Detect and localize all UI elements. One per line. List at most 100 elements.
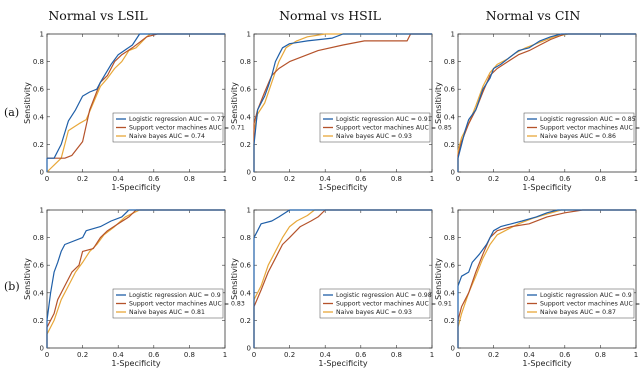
- x-tick-label: 0.4: [113, 351, 125, 359]
- roc-panel-6: 0 0.2 0.4 0.6 0.8 1 0 0.2 0.4 0.6 0.8 1 1-Specificit…: [434, 207, 640, 369]
- roc-line-lr: [253, 209, 432, 348]
- y-tick-label: 0.6: [33, 86, 45, 94]
- legend-entry-lr: Logistic regression AUC = 0.85: [540, 116, 636, 123]
- roc-line-nb: [457, 209, 636, 348]
- roc-panels: 0 0.2 0.4 0.6 0.8 1 0 0.2 0.4 0.6 0.8 1 1-Specificit…: [23, 31, 640, 369]
- y-tick-label: 0.8: [240, 58, 251, 66]
- y-tick-label: 0.6: [240, 262, 252, 270]
- legend: Logistic regression AUC = 0.91 Support ve…: [319, 112, 452, 143]
- legend-entry-nb: Naive bayes AUC = 0.87: [540, 309, 616, 316]
- axes-box: [46, 209, 226, 349]
- column-title-cin: Normal vs CIN: [486, 8, 581, 23]
- x-tick-label: 0.2: [77, 351, 88, 359]
- x-axis-label: 1-Specificity: [318, 183, 367, 192]
- legend-entry-nb: Naive bayes AUC = 0.81: [129, 309, 205, 316]
- y-tick-label: 0.4: [444, 113, 456, 121]
- y-tick-label: 0.8: [444, 58, 455, 66]
- y-tick-label: 0.6: [33, 262, 45, 270]
- roc-line-svm: [253, 209, 432, 348]
- column-title-hsil: Normal vs HSIL: [279, 8, 381, 23]
- y-tick-label: 0.8: [33, 58, 44, 66]
- y-axis-label: Sensitivity: [434, 82, 443, 124]
- x-tick-label: 0: [45, 351, 49, 359]
- axes-box: [46, 33, 226, 173]
- x-tick-label: 0.4: [524, 351, 536, 359]
- x-tick-label: 0: [456, 351, 460, 359]
- x-tick-label: 0.8: [391, 175, 402, 183]
- y-tick-label: 0.8: [444, 234, 455, 242]
- x-tick-label: 0: [456, 175, 460, 183]
- axes-box: [457, 33, 637, 173]
- legend-box: [523, 288, 635, 319]
- legend-box: [112, 112, 224, 143]
- x-tick-label: 0.2: [284, 351, 295, 359]
- x-axis-label: 1-Specificity: [522, 359, 571, 368]
- legend-entry-svm: Support vector machines AUC = 0.85: [540, 125, 640, 132]
- x-tick-label: 0.2: [77, 175, 88, 183]
- x-tick-label: 0.4: [320, 351, 332, 359]
- x-tick-label: 0: [45, 175, 49, 183]
- y-tick-label: 0.6: [444, 86, 456, 94]
- x-tick-label: 0: [252, 175, 256, 183]
- y-tick-label: 0: [451, 345, 455, 353]
- y-tick-label: 1: [451, 31, 455, 39]
- roc-line-lr: [46, 33, 225, 172]
- y-tick-label: 0.2: [240, 141, 251, 149]
- x-tick-label: 0.8: [184, 351, 195, 359]
- x-tick-label: 0.6: [148, 175, 160, 183]
- x-tick-label: 0.6: [559, 351, 571, 359]
- legend-entry-svm: Support vector machines AUC = 0.71: [129, 125, 245, 132]
- y-tick-label: 1: [247, 31, 251, 39]
- roc-line-nb: [46, 209, 225, 348]
- legend-entry-svm: Support vector machines AUC = 0.87: [540, 301, 640, 308]
- x-tick-label: 0.8: [391, 351, 402, 359]
- roc-line-lr: [457, 209, 636, 348]
- x-tick-label: 0.8: [595, 175, 606, 183]
- y-tick-label: 0: [40, 169, 44, 177]
- y-tick-label: 0.2: [33, 141, 44, 149]
- legend-entry-nb: Naive bayes AUC = 0.86: [540, 133, 616, 140]
- x-tick-label: 1: [430, 351, 434, 359]
- x-tick-label: 1: [430, 175, 434, 183]
- y-tick-label: 0.8: [33, 234, 44, 242]
- roc-line-nb: [253, 209, 432, 348]
- y-tick-label: 0.4: [444, 289, 456, 297]
- legend: Logistic regression AUC = 0.77 Support ve…: [112, 112, 245, 143]
- y-axis-label: Sensitivity: [23, 82, 32, 124]
- legend: Logistic regression AUC = 0.85 Support ve…: [523, 112, 640, 143]
- y-tick-label: 0.6: [444, 262, 456, 270]
- y-tick-label: 1: [40, 31, 44, 39]
- x-tick-label: 0.2: [284, 175, 295, 183]
- roc-line-lr: [46, 209, 225, 348]
- roc-panel-4: 0 0.2 0.4 0.6 0.8 1 0 0.2 0.4 0.6 0.8 1 1-Specificit…: [23, 207, 245, 369]
- roc-line-svm: [47, 33, 225, 159]
- y-tick-label: 0: [247, 345, 251, 353]
- axes-box: [253, 209, 433, 349]
- row-label-b: (b): [4, 280, 20, 293]
- legend-entry-svm: Support vector machines AUC = 0.91: [336, 301, 452, 308]
- y-tick-label: 0.2: [240, 317, 251, 325]
- x-tick-label: 0.6: [559, 175, 571, 183]
- y-tick-label: 0.8: [240, 234, 251, 242]
- legend-box: [319, 112, 431, 143]
- legend-entry-nb: Naive bayes AUC = 0.74: [129, 133, 205, 140]
- y-tick-label: 0.6: [240, 86, 252, 94]
- y-tick-label: 1: [40, 207, 44, 215]
- y-tick-label: 0: [451, 169, 455, 177]
- legend-entry-nb: Naive bayes AUC = 0.93: [336, 133, 412, 140]
- y-tick-label: 0.2: [444, 317, 455, 325]
- legend-entry-lr: Logistic regression AUC = 0.9: [129, 292, 221, 299]
- legend-box: [112, 288, 224, 319]
- x-tick-label: 1: [223, 351, 227, 359]
- y-axis-label: Sensitivity: [434, 258, 443, 300]
- roc-line-lr: [253, 33, 432, 172]
- x-tick-label: 0.2: [488, 351, 499, 359]
- y-tick-label: 0: [247, 169, 251, 177]
- y-tick-label: 0.4: [240, 113, 252, 121]
- legend-entry-nb: Naive bayes AUC = 0.93: [336, 309, 412, 316]
- y-tick-label: 0: [40, 345, 44, 353]
- y-tick-label: 0.2: [444, 141, 455, 149]
- y-tick-label: 1: [451, 207, 455, 215]
- legend: Logistic regression AUC = 0.98 Support ve…: [319, 288, 452, 319]
